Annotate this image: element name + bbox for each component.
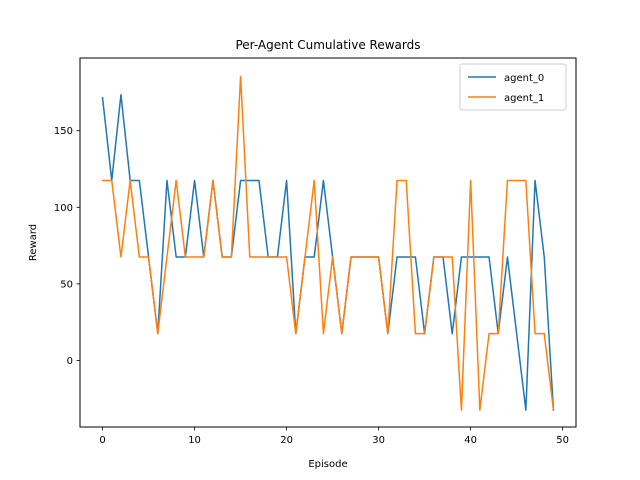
- y-tick-label: 0: [67, 356, 73, 367]
- x-tick-label: 10: [188, 435, 201, 446]
- legend-label-agent_1: agent_1: [504, 93, 544, 104]
- y-axis-label: Reward: [28, 224, 39, 261]
- x-tick-label: 20: [280, 435, 293, 446]
- y-tick-label: 100: [54, 203, 73, 214]
- legend-frame: [459, 63, 567, 111]
- y-tick-label: 150: [54, 126, 73, 137]
- x-tick-label: 30: [372, 435, 385, 446]
- legend: agent_0 agent_1: [459, 63, 567, 111]
- plot-lines: [101, 75, 555, 411]
- plot-frame: [79, 57, 577, 428]
- x-tick-label: 50: [556, 435, 569, 446]
- x-axis-label: Episode: [308, 459, 347, 470]
- x-tick-label: 40: [464, 435, 477, 446]
- series-line-agent_1: [101, 75, 555, 411]
- legend-label-agent_0: agent_0: [504, 73, 544, 84]
- series-line-agent_0: [101, 94, 555, 411]
- chart-title: Per-Agent Cumulative Rewards: [235, 38, 420, 52]
- y-tick-label: 50: [60, 279, 73, 290]
- x-axis-ticks: 0 10 20 30 40 50: [99, 427, 569, 446]
- x-tick-label: 0: [99, 435, 105, 446]
- y-axis-ticks: 0 50 100 150: [54, 126, 80, 367]
